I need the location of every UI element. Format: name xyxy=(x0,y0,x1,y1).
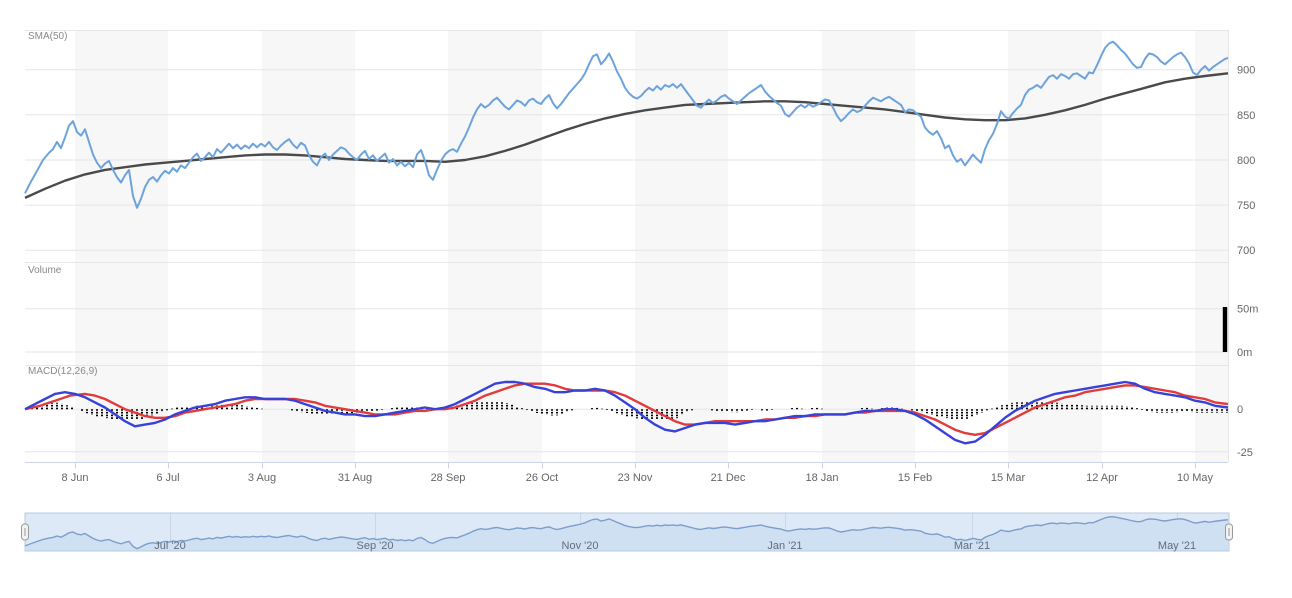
navigator-handle-right[interactable] xyxy=(1225,523,1233,541)
x-axis-label: 28 Sep xyxy=(431,472,466,484)
signal-line xyxy=(24,382,1229,436)
y-axis-label: 850 xyxy=(1237,110,1255,122)
y-axis-label: 0 xyxy=(1237,404,1243,416)
y-axis-label: 0m xyxy=(1237,347,1252,359)
y-axis-labels: 900 850 800 750 700 50m 0m 0 -25 xyxy=(1237,65,1258,459)
x-axis-label: 26 Oct xyxy=(526,472,558,484)
x-axis: 8 Jun 6 Jul 3 Aug 31 Aug 28 Sep 26 Oct 23 Nov 2… xyxy=(25,462,1228,484)
navigator-line xyxy=(24,515,1229,550)
x-axis-label: 15 Mar xyxy=(991,472,1026,484)
y-axis-label: 750 xyxy=(1237,200,1255,212)
navigator-axis-label: Jan '21 xyxy=(767,540,802,552)
y-axis-label: 900 xyxy=(1237,65,1255,77)
navigator-axis-label: Sep '20 xyxy=(357,540,394,552)
navigator: Jul '20 Sep '20 Nov '20 Jan '21 Mar '21 May '… xyxy=(21,512,1233,552)
navigator-axis-label: Nov '20 xyxy=(562,540,599,552)
macd-line xyxy=(24,380,1229,445)
x-axis-label: 3 Aug xyxy=(248,472,276,484)
y-axis-label: -25 xyxy=(1237,447,1253,459)
sma-line xyxy=(24,72,1229,199)
x-axis-label: 12 Apr xyxy=(1086,472,1118,484)
macd-indicator-label: MACD(12,26,9) xyxy=(28,366,98,377)
x-axis-label: 10 May xyxy=(1177,472,1214,484)
y-axis-label: 800 xyxy=(1237,155,1255,167)
navigator-axis-label: Jul '20 xyxy=(154,540,185,552)
price-line xyxy=(24,40,1229,209)
navigator-axis-label: May '21 xyxy=(1158,540,1196,552)
volume-indicator-label: Volume xyxy=(28,265,62,276)
x-axis-label: 31 Aug xyxy=(338,472,372,484)
volume-bars xyxy=(1222,307,1228,352)
x-axis-label: 18 Jan xyxy=(805,472,838,484)
volume-bar xyxy=(1222,307,1228,352)
x-axis-label: 8 Jun xyxy=(62,472,89,484)
x-axis-label: 15 Feb xyxy=(898,472,932,484)
sma-indicator-label: SMA(50) xyxy=(28,31,68,42)
x-axis-label: 21 Dec xyxy=(711,472,746,484)
navigator-handle-left[interactable] xyxy=(21,523,29,541)
navigator-axis-label: Mar '21 xyxy=(954,540,990,552)
y-axis-label: 50m xyxy=(1237,304,1258,316)
x-axis-label: 6 Jul xyxy=(156,472,179,484)
x-axis-label: 23 Nov xyxy=(618,472,653,484)
navigator-area xyxy=(25,516,1228,551)
gridlines xyxy=(25,30,1229,462)
y-axis-label: 700 xyxy=(1237,245,1255,257)
